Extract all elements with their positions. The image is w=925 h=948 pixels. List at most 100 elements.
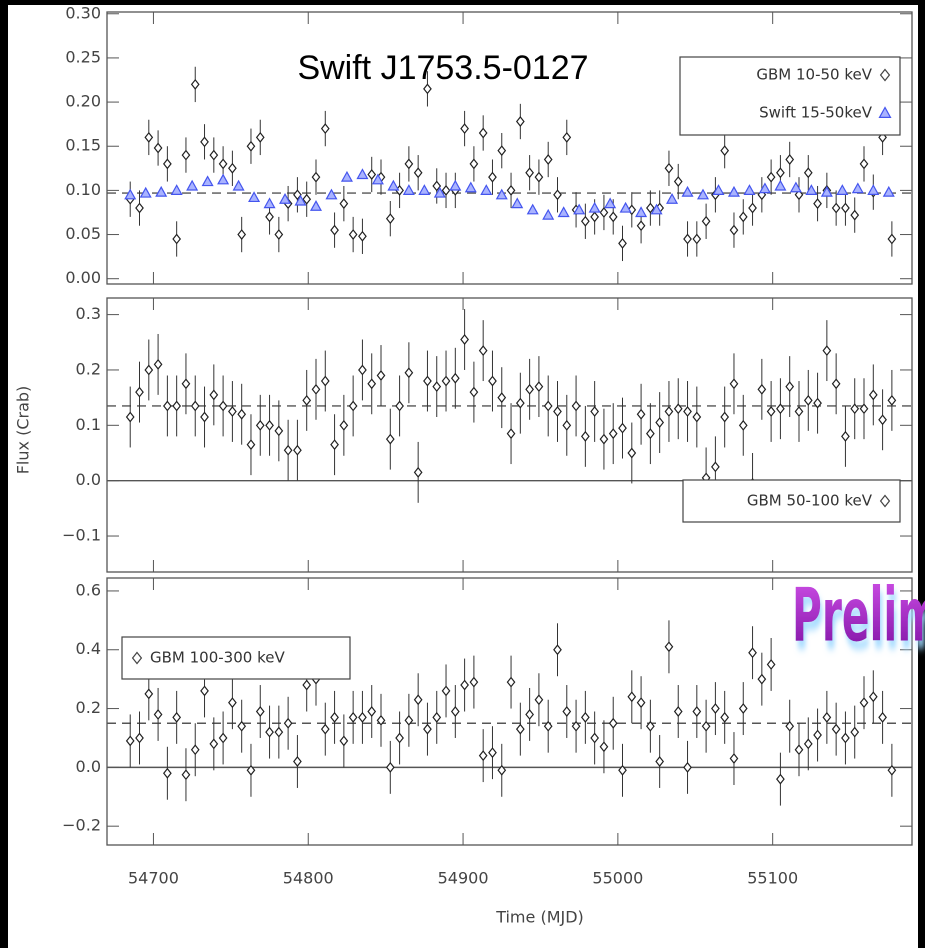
data-point — [274, 425, 284, 437]
data-point — [590, 732, 600, 744]
data-point — [590, 406, 600, 417]
data-point — [785, 720, 795, 732]
data-point — [543, 720, 553, 732]
x-tick-label: 54800 — [283, 869, 334, 888]
data-point — [450, 372, 460, 384]
data-point — [339, 419, 349, 431]
data-point — [135, 202, 144, 214]
data-point — [636, 408, 646, 420]
data-point — [841, 732, 850, 744]
data-point — [506, 184, 516, 196]
data-point — [534, 171, 544, 183]
data-point — [433, 186, 446, 198]
data-point — [851, 182, 864, 194]
x-tick-label: 54900 — [438, 869, 489, 888]
data-point — [608, 428, 618, 440]
data-point — [599, 741, 609, 753]
data-point — [460, 334, 469, 345]
data-point — [232, 179, 245, 191]
data-point — [580, 215, 590, 227]
data-point — [627, 447, 637, 459]
data-point — [279, 192, 292, 204]
y-tick-label: 0.30 — [65, 3, 101, 22]
data-point — [358, 230, 367, 242]
data-point — [200, 136, 209, 148]
legend-box — [682, 479, 901, 523]
data-point — [367, 169, 377, 180]
data-point — [776, 167, 785, 179]
data-point — [302, 193, 312, 205]
data-point — [413, 694, 423, 706]
data-point — [794, 744, 804, 756]
data-point — [692, 233, 702, 245]
data-point — [720, 711, 730, 723]
data-point — [588, 201, 601, 213]
data-point — [181, 769, 191, 781]
data-point — [608, 211, 618, 223]
data-point — [172, 233, 182, 245]
data-point — [664, 406, 674, 417]
data-point — [135, 732, 144, 744]
data-point — [776, 403, 785, 415]
y-tick-label: 0.00 — [65, 268, 101, 287]
data-point — [469, 676, 479, 688]
data-point — [766, 171, 776, 183]
data-point — [766, 406, 776, 417]
data-point — [850, 209, 860, 221]
data-point — [339, 198, 349, 210]
data-point — [729, 224, 739, 236]
data-point — [423, 723, 432, 735]
data-point — [785, 381, 795, 393]
data-point — [385, 433, 395, 445]
data-point — [757, 673, 767, 685]
y-tick-label: 0.10 — [65, 180, 101, 199]
data-point — [571, 400, 581, 412]
data-point — [543, 154, 553, 165]
data-point — [246, 439, 256, 451]
data-point — [218, 732, 228, 744]
data-point — [478, 750, 488, 762]
data-point — [246, 764, 256, 776]
data-point — [580, 430, 590, 442]
data-point — [758, 182, 771, 194]
data-point — [738, 211, 748, 223]
data-point — [542, 208, 555, 220]
data-point — [785, 154, 795, 165]
data-point — [711, 461, 720, 473]
data-point — [803, 738, 813, 750]
legend-symbol — [879, 68, 891, 82]
data-point — [265, 211, 274, 223]
x-tick-label: 54700 — [128, 869, 179, 888]
legend-symbol — [879, 494, 891, 508]
data-point — [311, 171, 321, 183]
data-point — [367, 706, 377, 717]
y-tick-label: 0.2 — [76, 359, 101, 378]
legend-label: Swift 15-50keV — [759, 104, 873, 122]
data-point — [432, 180, 442, 192]
data-point — [358, 364, 367, 376]
data-point — [309, 200, 323, 211]
data-point — [330, 224, 339, 236]
data-point — [423, 375, 432, 387]
data-point — [293, 189, 302, 201]
data-point — [868, 389, 878, 401]
data-point — [515, 397, 525, 409]
data-point — [794, 406, 804, 417]
data-point — [449, 179, 462, 191]
data-point — [820, 185, 833, 197]
data-point — [302, 679, 312, 691]
data-point — [348, 400, 358, 412]
data-point — [822, 345, 832, 357]
data-point — [340, 170, 353, 182]
data-point — [882, 185, 895, 197]
data-point — [774, 179, 787, 191]
data-point — [311, 383, 321, 395]
data-point — [356, 168, 369, 180]
data-point — [144, 688, 154, 700]
data-point — [655, 756, 665, 767]
data-point — [534, 381, 544, 393]
data-point — [155, 185, 168, 197]
data-point — [859, 403, 869, 415]
data-point — [794, 189, 804, 201]
y-tick-label: −0.1 — [62, 526, 101, 545]
